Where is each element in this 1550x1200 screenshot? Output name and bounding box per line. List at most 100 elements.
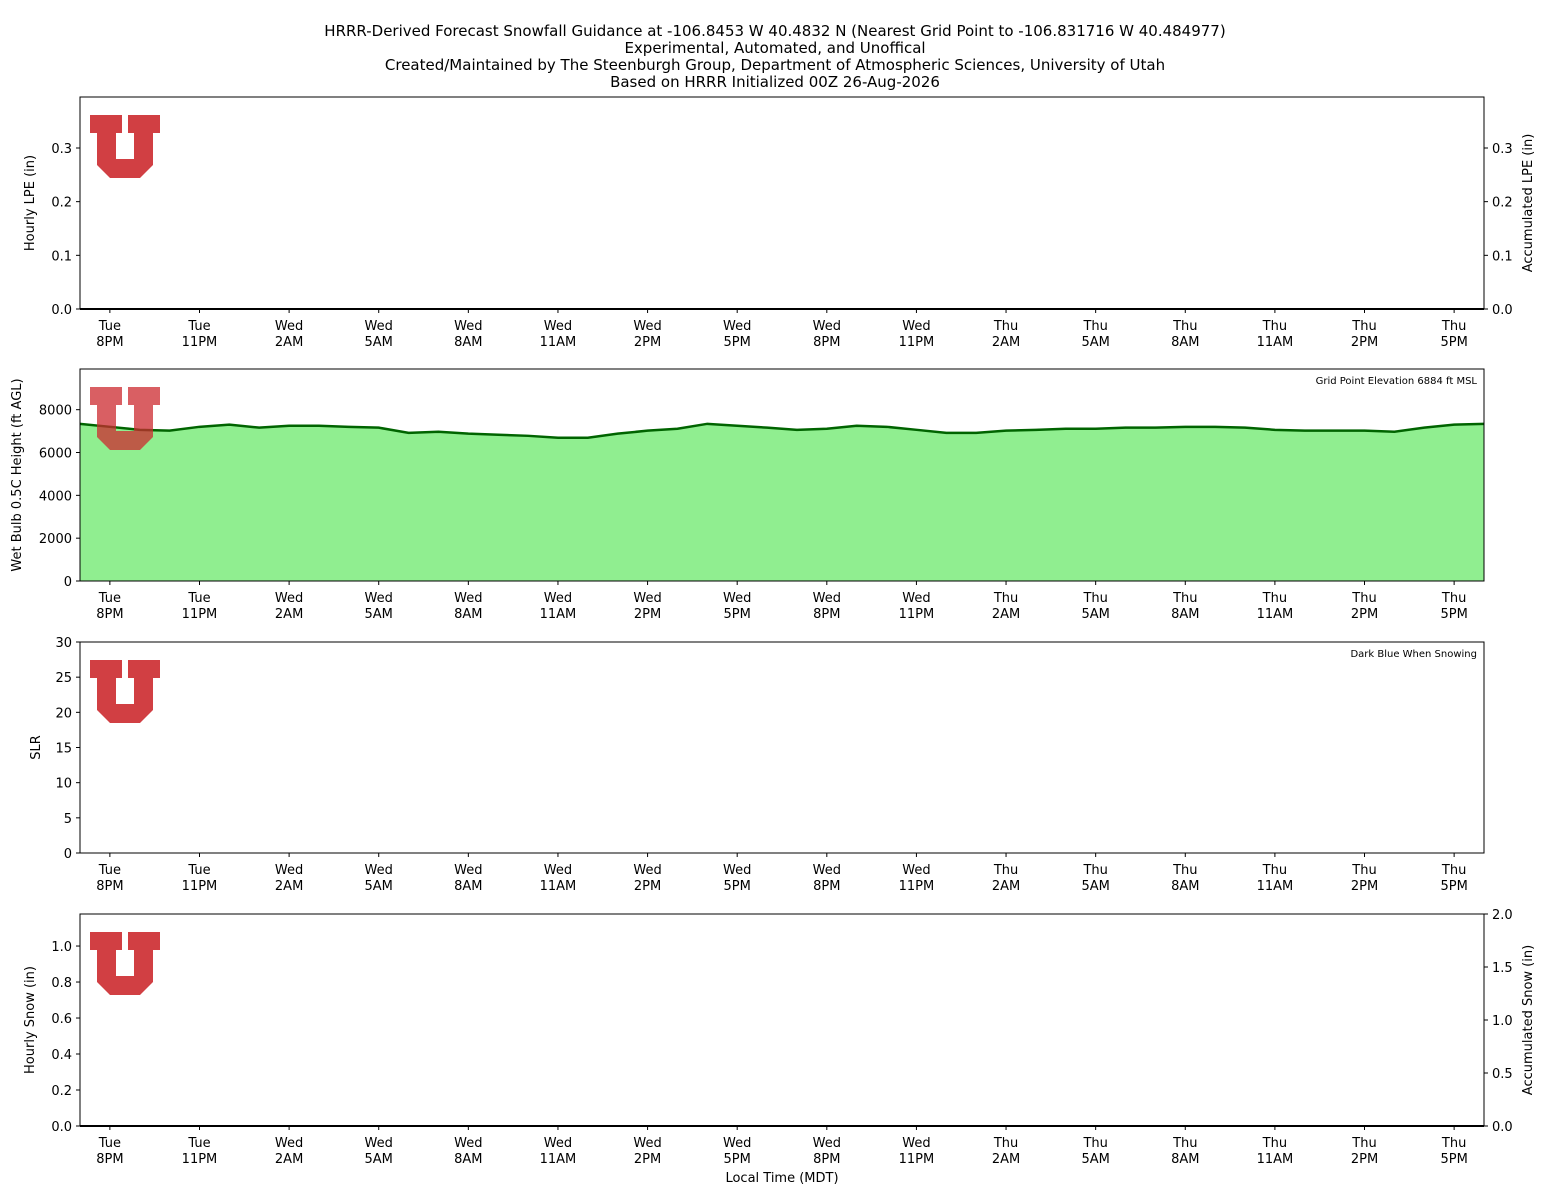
x-tick-label: Wed 5PM — [723, 1136, 751, 1167]
y2-tick-label: 1.5 — [1492, 961, 1513, 976]
logo-shape — [90, 932, 160, 995]
x-tick-label: Wed 8PM — [813, 319, 841, 350]
x-tick-label: Thu 2PM — [1351, 1136, 1378, 1167]
y-tick-label: 30 — [55, 636, 72, 651]
x-tick-label: Thu 5AM — [1081, 591, 1109, 622]
y2-tick-label: 0.0 — [1492, 303, 1513, 318]
y-axis-label: Hourly LPE (in) — [23, 155, 38, 251]
x-tick-label: Thu 11AM — [1257, 591, 1294, 622]
x-tick-label: Thu 2AM — [992, 863, 1020, 894]
x-tick-label: Wed 8PM — [813, 591, 841, 622]
x-tick-label: Wed 2PM — [633, 863, 661, 894]
x-tick-label: Thu 2PM — [1351, 591, 1378, 622]
x-tick-label: Thu 11AM — [1257, 1136, 1294, 1167]
title-line: Based on HRRR Initialized 00Z 26-Aug-202… — [610, 73, 940, 91]
logo-shape — [90, 660, 160, 723]
y-tick-label: 0 — [64, 847, 72, 862]
annotation: Grid Point Elevation 6884 ft MSL — [1316, 376, 1478, 387]
line — [79, 422, 1485, 439]
x-tick-label: Wed 11AM — [540, 319, 577, 350]
y-tick-label: 0 — [64, 575, 72, 590]
annotation: Dark Blue When Snowing — [1350, 649, 1477, 660]
x-tick-label: Thu 2AM — [992, 1136, 1020, 1167]
area — [80, 423, 1484, 581]
x-tick-label: Tue 8PM — [96, 319, 123, 350]
x-tick-label: Wed 11PM — [899, 591, 935, 622]
y-tick-label: 0.0 — [51, 303, 72, 318]
x-tick-label: Wed 5AM — [365, 1136, 393, 1167]
x-tick-label: Wed 11PM — [899, 319, 935, 350]
y-tick-label: 1.0 — [51, 940, 72, 955]
x-tick-label: Thu 11AM — [1257, 863, 1294, 894]
x-tick-label: Wed 8AM — [454, 1136, 482, 1167]
x-tick-label: Wed 2PM — [633, 591, 661, 622]
x-tick-label: Tue 11PM — [182, 591, 218, 622]
y2-tick-label: 1.0 — [1492, 1014, 1513, 1029]
y-axis-label: Hourly Snow (in) — [23, 966, 38, 1074]
x-tick-label: Wed 5AM — [365, 863, 393, 894]
y-axis-label: SLR — [29, 735, 44, 760]
x-tick-label: Tue 8PM — [96, 591, 123, 622]
y-tick-label: 4000 — [39, 489, 72, 504]
title-line: Experimental, Automated, and Unoffical — [624, 39, 925, 57]
x-tick-label: Thu 8AM — [1171, 319, 1199, 350]
y-tick-label: 20 — [55, 706, 72, 721]
x-tick-label: Wed 8PM — [813, 1136, 841, 1167]
university-logo — [90, 660, 160, 723]
x-tick-label: Tue 8PM — [96, 863, 123, 894]
x-axis-label: Local Time (MDT) — [725, 1171, 838, 1186]
y-tick-label: 0.0 — [51, 1120, 72, 1135]
y2-tick-label: 0.3 — [1492, 142, 1513, 157]
y-tick-label: 0.3 — [51, 142, 72, 157]
x-tick-label: Thu 2PM — [1351, 863, 1378, 894]
x-tick-label: Wed 2AM — [275, 1136, 303, 1167]
x-tick-label: Wed 5PM — [723, 591, 751, 622]
y2-tick-label: 0.1 — [1492, 249, 1513, 264]
y-tick-label: 15 — [55, 742, 72, 757]
x-tick-label: Thu 8AM — [1171, 1136, 1199, 1167]
y-tick-label: 5 — [64, 812, 72, 827]
x-tick-label: Thu 5PM — [1440, 591, 1467, 622]
x-tick-label: Thu 2PM — [1351, 319, 1378, 350]
x-tick-label: Thu 11AM — [1257, 319, 1294, 350]
x-tick-label: Tue 8PM — [96, 1136, 123, 1167]
x-tick-label: Thu 5AM — [1081, 319, 1109, 350]
x-tick-label: Thu 2AM — [992, 591, 1020, 622]
y2-tick-label: 0.2 — [1492, 196, 1513, 211]
axes-frame — [79, 368, 1485, 582]
y2-tick-label: 0.0 — [1492, 1120, 1513, 1135]
y2-axis-label: Accumulated LPE (in) — [1521, 134, 1536, 273]
x-tick-label: Wed 2AM — [275, 591, 303, 622]
x-tick-label: Wed 8AM — [454, 863, 482, 894]
y-tick-label: 0.4 — [51, 1048, 72, 1063]
x-tick-label: Wed 8PM — [813, 863, 841, 894]
y-tick-label: 25 — [55, 671, 72, 686]
university-logo — [90, 387, 160, 450]
x-tick-label: Tue 11PM — [182, 863, 218, 894]
x-tick-label: Wed 5AM — [365, 319, 393, 350]
y2-tick-label: 2.0 — [1492, 908, 1513, 923]
y-tick-label: 0.2 — [51, 196, 72, 211]
university-logo — [90, 932, 160, 995]
x-tick-label: Thu 5PM — [1440, 319, 1467, 350]
x-tick-label: Tue 11PM — [182, 319, 218, 350]
x-tick-label: Thu 5AM — [1081, 863, 1109, 894]
x-tick-label: Thu 5PM — [1440, 1136, 1467, 1167]
x-tick-label: Thu 8AM — [1171, 863, 1199, 894]
x-tick-label: Wed 11PM — [899, 1136, 935, 1167]
x-tick-label: Wed 5PM — [723, 863, 751, 894]
x-tick-label: Wed 2PM — [633, 319, 661, 350]
y2-tick-label: 0.5 — [1492, 1067, 1513, 1082]
logo-shape — [90, 115, 160, 178]
y2-axis-label: Accumulated Snow (in) — [1521, 945, 1536, 1095]
y-tick-label: 2000 — [39, 532, 72, 547]
y-tick-label: 6000 — [39, 447, 72, 462]
x-tick-label: Wed 8AM — [454, 319, 482, 350]
logo-shape — [90, 387, 160, 450]
y-tick-label: 0.8 — [51, 976, 72, 991]
x-tick-label: Wed 5PM — [723, 319, 751, 350]
x-tick-label: Thu 2AM — [992, 319, 1020, 350]
